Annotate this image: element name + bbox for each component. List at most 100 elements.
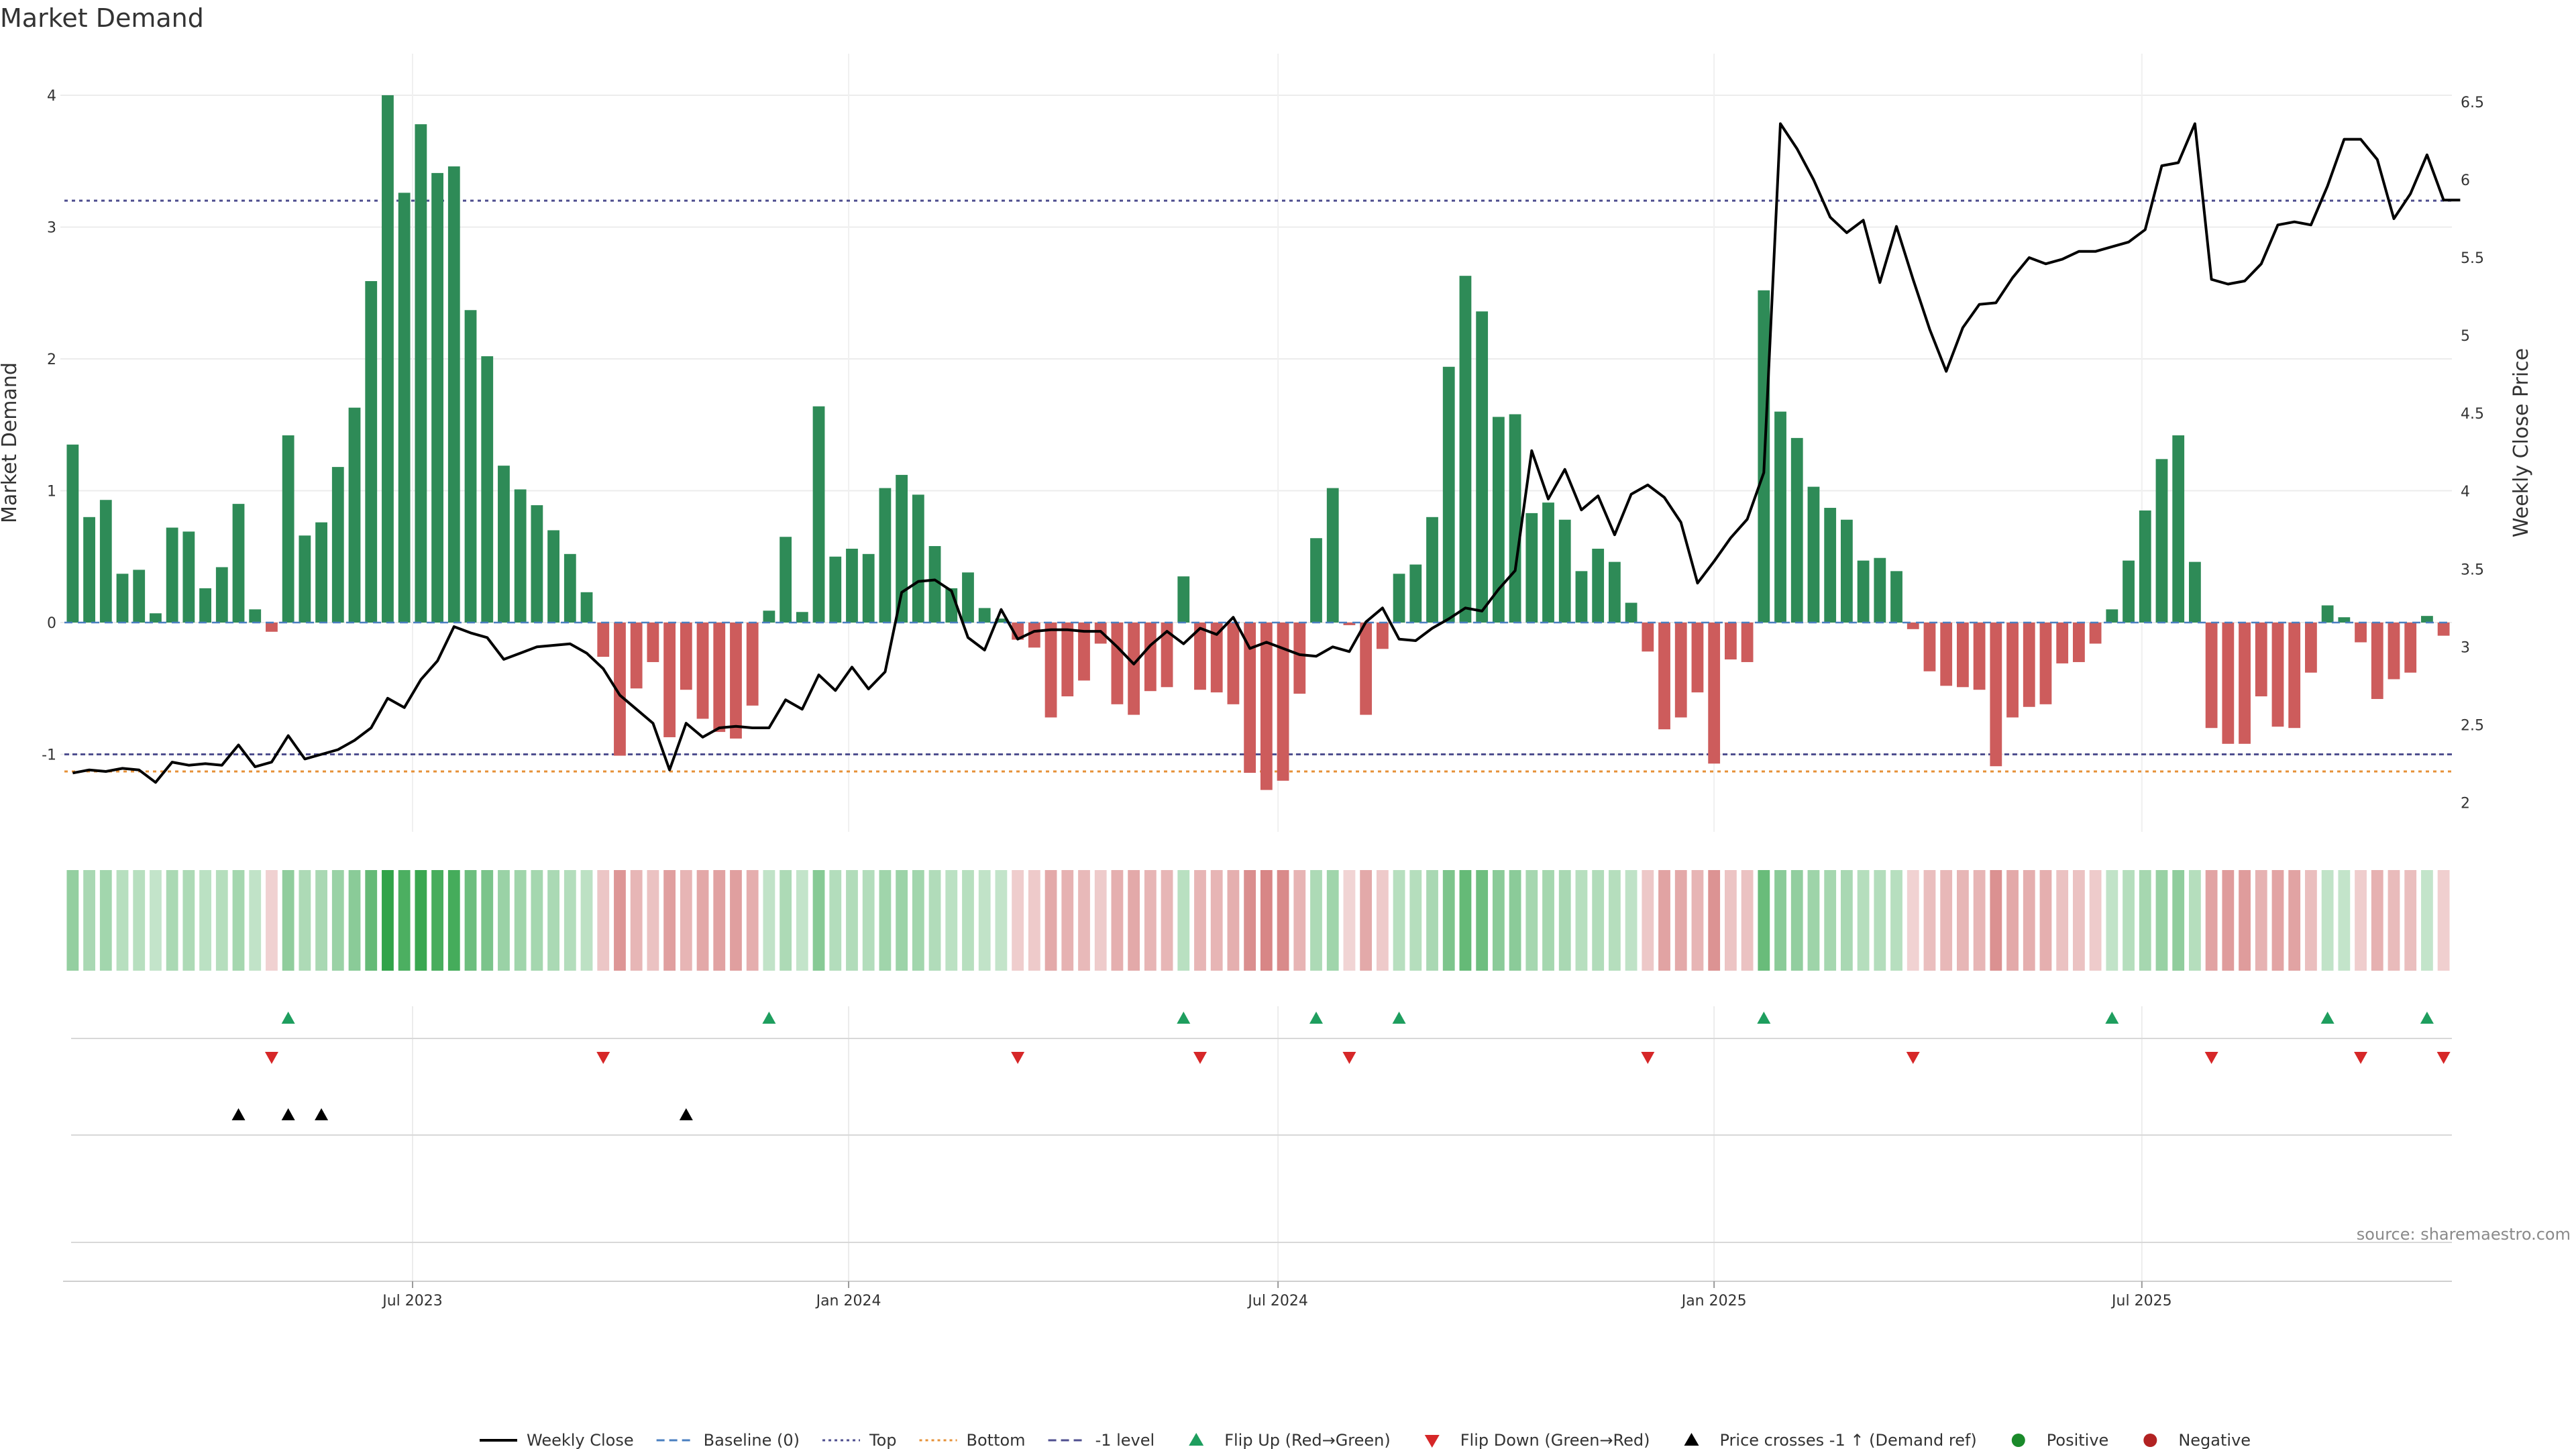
demand-bar [713,623,726,733]
signal-markers [71,1012,2452,1243]
legend-item: Baseline (0) [656,1431,800,1449]
legend-item: Bottom [919,1431,1026,1449]
y2-tick-label: 3 [2461,639,2470,656]
heat-cell [1509,870,1521,971]
demand-bar [1857,560,1870,623]
demand-bar [597,623,610,657]
demand-bar [199,588,211,623]
demand-bar [730,623,742,739]
demand-bar [2023,623,2035,707]
heat-cell [995,870,1008,971]
heat-cell [1012,870,1024,971]
demand-bar [1658,623,1670,730]
demand-bar [1575,571,1588,623]
heat-cell [1691,870,1704,971]
heat-cell [713,870,726,971]
demand-bar [2371,623,2383,699]
heat-cell [2338,870,2351,971]
demand-bar [266,623,278,632]
heat-cell [978,870,991,971]
heat-cell [514,870,527,971]
legend-swatch-circle [2011,1434,2025,1447]
heat-cell [2404,870,2417,971]
demand-bar [1807,486,1820,623]
heat-cell [2222,870,2235,971]
heat-cell [2305,870,2317,971]
heat-cell [249,870,262,971]
heat-cell [1658,870,1670,971]
demand-bar [2006,623,2019,718]
heat-cell [1923,870,1936,971]
demand-bar [928,546,941,623]
demand-bar [1227,623,1240,704]
demand-bar [829,556,842,623]
axes: -1 0 1 2 3 4 2 2.5 3 3.5 4 4.5 5 5.5 6 6.5 Jul 2023 Jan 2… [42,88,2484,1309]
heat-cell [1161,870,1173,971]
heat-cell [2437,870,2450,971]
heat-cell [1310,870,1322,971]
demand-bar [2338,617,2351,623]
heat-cell [1758,870,1770,971]
legend-label: Weekly Close [527,1431,634,1449]
demand-bar [1128,623,1140,715]
weekly-close-line [72,122,2461,784]
demand-bar [1028,623,1040,648]
demand-bar [995,619,1008,623]
heat-cell [2073,870,2085,971]
demand-bar [1360,623,1373,715]
demand-bar [66,444,79,623]
heat-cell [1990,870,2002,971]
legend-label: Positive [2047,1431,2109,1449]
heat-cell [431,870,443,971]
flip-down-marker [264,1052,278,1064]
demand-bar [1840,519,1853,623]
demand-bar [1078,623,1090,681]
heat-cell [1459,870,1472,971]
demand-bar [663,623,676,737]
demand-bar [1990,623,2002,767]
y2-tick-label: 4 [2461,484,2470,500]
y-tick-label: 4 [47,88,56,105]
y2-tick-label: 6.5 [2461,95,2484,111]
demand-bar [1890,571,1902,623]
legend: Weekly Close Baseline (0) Top Bottom -1 leve… [480,1431,2251,1449]
legend-label: Bottom [967,1431,1026,1449]
heat-cell [2387,870,2400,971]
heat-cell [1674,870,1687,971]
y-axis-label: Market Demand [0,362,21,523]
heat-cell [564,870,576,971]
y2-tick-label: 4.5 [2461,406,2484,423]
heat-cell [1874,870,1886,971]
demand-bar [299,535,311,623]
heat-cell [199,870,211,971]
demand-heat-strip [66,870,2450,971]
demand-bar [978,608,991,623]
x-tick-label: Jul 2023 [381,1293,443,1309]
demand-bar [1061,623,1074,697]
demand-bar [796,612,808,623]
heat-cell [2189,870,2201,971]
heat-cell [2205,870,2218,971]
demand-bar [2189,561,2201,623]
demand-bar [1310,538,1322,623]
demand-bar [846,548,858,623]
heat-cell [1492,870,1505,971]
y-tick-label: -1 [42,747,56,764]
demand-bar [962,572,974,623]
heat-cell [680,870,692,971]
legend-label: Flip Down (Green→Red) [1460,1431,1650,1449]
demand-bar [2089,623,2102,644]
heat-cell [116,870,129,971]
demand-bar [780,537,792,623]
demand-bar [1393,574,1405,623]
price-cross-marker [679,1108,693,1120]
heat-cell [1608,870,1621,971]
flip-down-marker [596,1052,610,1064]
heat-cell [763,870,775,971]
demand-bar [862,553,875,623]
heat-cell [1542,870,1554,971]
heat-cell [1940,870,1953,971]
heat-cell [182,870,195,971]
heat-cell [1277,870,1289,971]
demand-bar [415,124,427,623]
